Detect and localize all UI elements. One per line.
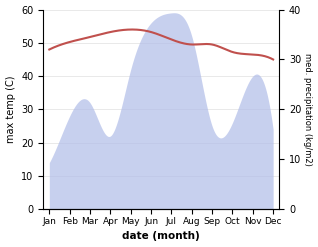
X-axis label: date (month): date (month) xyxy=(122,231,200,242)
Y-axis label: med. precipitation (kg/m2): med. precipitation (kg/m2) xyxy=(303,53,313,166)
Y-axis label: max temp (C): max temp (C) xyxy=(5,76,16,143)
